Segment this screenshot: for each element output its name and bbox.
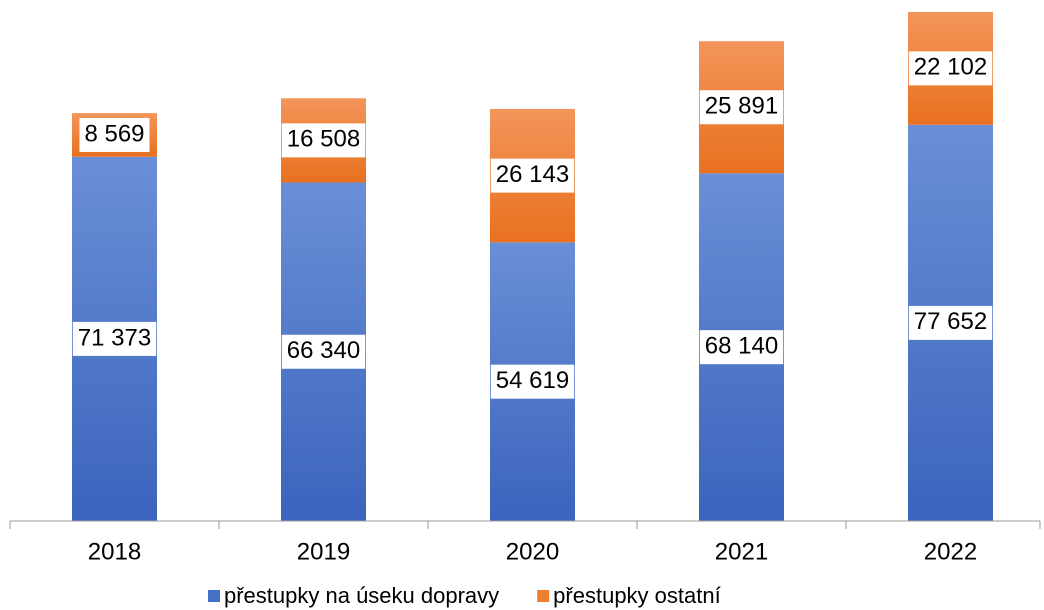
data-label-bg bbox=[490, 364, 575, 399]
data-label-bg bbox=[490, 158, 575, 193]
data-label-bg bbox=[699, 330, 784, 365]
x-tick-label: 2020 bbox=[506, 538, 559, 565]
data-label-bg bbox=[281, 334, 366, 369]
x-tick-label: 2018 bbox=[88, 538, 141, 565]
data-label: 26 143 bbox=[496, 161, 569, 188]
legend-swatch bbox=[537, 590, 550, 602]
data-label: 54 619 bbox=[496, 367, 569, 394]
x-tick-label: 2019 bbox=[297, 538, 350, 565]
data-label: 8 569 bbox=[84, 120, 144, 147]
data-label-bg bbox=[908, 305, 993, 340]
data-label: 71 373 bbox=[78, 324, 151, 351]
data-label: 68 140 bbox=[705, 332, 778, 359]
data-label-bg bbox=[79, 117, 150, 152]
x-tick-label: 2021 bbox=[715, 538, 768, 565]
x-tick-label: 2022 bbox=[924, 538, 977, 565]
data-label: 77 652 bbox=[914, 308, 987, 335]
data-label: 66 340 bbox=[287, 337, 360, 364]
data-label: 25 891 bbox=[705, 93, 778, 120]
legend-label: přestupky na úseku dopravy bbox=[224, 583, 499, 608]
legend-label: přestupky ostatní bbox=[553, 583, 721, 608]
data-label-bg bbox=[699, 90, 784, 125]
data-label: 22 102 bbox=[914, 54, 987, 81]
data-label-bg bbox=[908, 51, 993, 86]
data-label-bg bbox=[281, 123, 366, 158]
data-label-bg bbox=[72, 321, 157, 356]
data-label: 16 508 bbox=[287, 126, 360, 153]
legend-swatch bbox=[208, 590, 220, 602]
